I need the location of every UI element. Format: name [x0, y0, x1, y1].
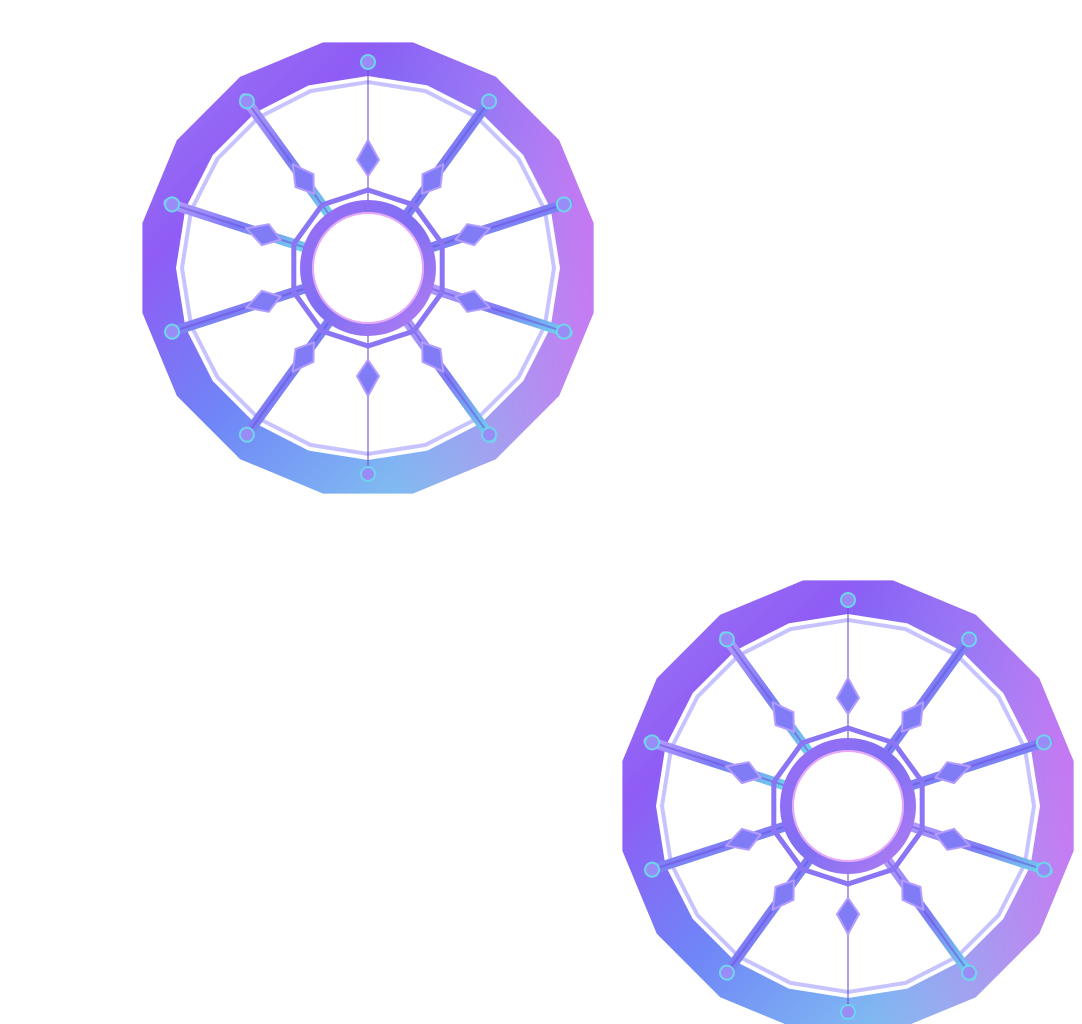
wheel-spoke-ornament: [771, 700, 795, 734]
ship-wheel-icon: [622, 580, 1074, 1024]
wheel-spoke-joint: [481, 426, 498, 443]
wheel-spoke-joint: [961, 964, 978, 981]
wheel-spoke-joint: [644, 861, 661, 878]
wheel-spoke-ridge: [403, 97, 493, 219]
wheel-spoke-ornament: [421, 340, 445, 374]
ship-wheel-icon: [142, 42, 594, 494]
wheel-hub-brace: [291, 202, 325, 247]
wheel-spoke-joint: [360, 54, 376, 70]
wheel-rim-bevel: [659, 617, 1037, 995]
wheel-spoke-ornament: [835, 675, 861, 716]
wheel-hub-brace: [319, 187, 371, 208]
wheel-spoke-ridge: [647, 824, 790, 872]
wheel-spoke-ridge: [723, 635, 813, 757]
wheel-hub-center: [793, 751, 903, 861]
wheel-spoke-ornament: [835, 896, 861, 937]
wheel-hub-brace: [365, 328, 417, 349]
wheel-spoke-ornament: [901, 878, 925, 912]
wheel-spoke-joint: [1035, 861, 1052, 878]
wheel-spoke-joint: [555, 196, 572, 213]
wheel-spoke-joint: [238, 93, 255, 110]
wheel-hub-center: [313, 213, 423, 323]
wheel-spoke-ridge: [906, 740, 1049, 788]
wheel-spoke-ornament: [453, 223, 492, 247]
wheel-hub-brace: [365, 187, 417, 208]
wheel-spoke-ornament: [771, 878, 795, 912]
wheel-spoke-ridge: [243, 317, 333, 439]
wheel-hub-brace: [411, 202, 445, 247]
wheel-hub-edge: [792, 750, 904, 862]
wheel-spoke-ridge: [167, 202, 310, 250]
wheel-spoke-ridge: [883, 635, 973, 757]
wheel-spoke-joint: [840, 1004, 856, 1020]
wheel-spoke-joint: [481, 93, 498, 110]
wheel-spoke-ornament: [355, 358, 381, 399]
wheel-hub-edge: [312, 212, 424, 324]
wheel-spoke-ornament: [244, 223, 283, 247]
wheel-spoke-ridge: [167, 286, 310, 334]
wheel-spoke-ridge: [426, 202, 569, 250]
wheel-hub-brace: [799, 725, 851, 746]
wheel-spoke-ornament: [421, 162, 445, 196]
wheel-spoke-ornament: [901, 700, 925, 734]
wheel-spoke-joint: [164, 323, 181, 340]
wheel-spoke-ornament: [355, 137, 381, 178]
wheel-spoke-ornament: [933, 827, 972, 851]
wheel-spoke-joint: [555, 323, 572, 340]
wheel-spoke-ornament: [724, 827, 763, 851]
wheel-spoke-ornament: [244, 289, 283, 313]
wheel-spoke-ridge: [883, 855, 973, 977]
wheel-hub-brace: [771, 740, 805, 785]
wheel-spoke-joint: [1035, 734, 1052, 751]
wheel-spoke-joint: [644, 734, 661, 751]
wheel-spoke-ornament: [933, 761, 972, 785]
wheel-hub-brace: [845, 725, 897, 746]
wheel-hub-brace: [891, 827, 925, 872]
wheel-spoke-ridge: [403, 317, 493, 439]
wheel-spoke-joint: [360, 466, 376, 482]
wheel-spoke-joint: [164, 196, 181, 213]
wheel-spoke-joint: [718, 631, 735, 648]
wheel-hub-ring: [780, 738, 916, 874]
wheel-spoke-ornament: [724, 761, 763, 785]
wheel-spoke-joint: [961, 631, 978, 648]
wheel-spoke-ornament: [291, 162, 315, 196]
wheel-spoke-ornament: [453, 289, 492, 313]
wheel-hub-brace: [891, 740, 925, 785]
wheel-spoke-ridge: [723, 855, 813, 977]
wheel-hub-brace: [845, 866, 897, 887]
wheel-hub-brace: [771, 827, 805, 872]
wheel-spoke-joint: [238, 426, 255, 443]
wheel-hub-brace: [319, 328, 371, 349]
wheel-hub-brace: [799, 866, 851, 887]
wheel-spoke-joint: [718, 964, 735, 981]
wheel-spoke-joint: [840, 592, 856, 608]
wheel-hub-ring: [300, 200, 436, 336]
wheel-hub-brace: [291, 289, 325, 334]
wheel-hub-brace: [411, 289, 445, 334]
wheel-spoke-ornament: [291, 340, 315, 374]
wheel-spoke-ridge: [243, 97, 333, 219]
wheel-spoke-ridge: [906, 824, 1049, 872]
wheel-spoke-ridge: [647, 740, 790, 788]
wheel-spoke-ridge: [426, 286, 569, 334]
wheel-rim-bevel: [179, 79, 557, 457]
